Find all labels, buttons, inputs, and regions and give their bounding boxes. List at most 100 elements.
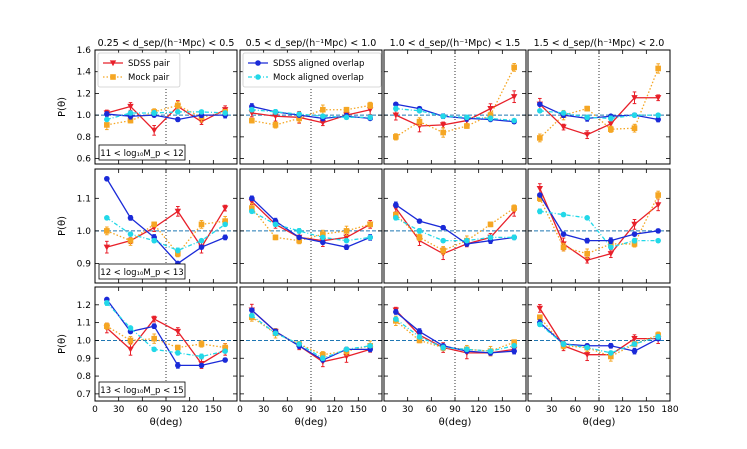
mock-pair-line	[251, 316, 371, 356]
x-tick-label: 120	[181, 405, 198, 415]
x-tick-label: 30	[258, 405, 270, 415]
sdss-pair-point	[150, 316, 158, 323]
mock-overlap-point	[104, 116, 110, 123]
sdss-pair-line	[539, 188, 659, 261]
x-tick-label: 120	[614, 405, 631, 415]
mock-pair-point	[320, 106, 326, 113]
mock-overlap-point	[464, 114, 470, 121]
sdss-pair-point	[583, 257, 591, 264]
y-tick-label: 1.1	[77, 194, 91, 204]
mock-pair-point	[104, 122, 110, 128]
x-tick-label: 150	[350, 405, 367, 415]
sdss-overlap-point	[222, 234, 228, 241]
mock-pair-point	[320, 351, 326, 358]
mock-overlap-point	[655, 112, 661, 118]
mock-overlap-line	[251, 109, 371, 118]
legend-label: SDSS aligned overlap	[273, 59, 364, 69]
mock-pair-point	[608, 353, 614, 360]
mock-overlap-point	[511, 234, 517, 241]
mock-overlap-point	[487, 115, 494, 122]
mock-overlap-point	[127, 231, 134, 237]
sdss-pair-point	[631, 336, 638, 342]
column-title: 0.5 < d_sep/(h⁻¹Mpc) < 1.0	[246, 38, 377, 49]
mock-overlap-point	[272, 330, 279, 337]
mock-overlap-point	[249, 312, 255, 319]
mock-pair-point	[511, 339, 517, 346]
mock-overlap-point	[537, 208, 543, 215]
panel-r3-c1: 0.7 0.8 0.9 1.0 1.1 1.2 0 30 60 90 120 150 θ(deg) 13 …	[77, 286, 238, 428]
legend-frame	[242, 52, 382, 88]
sdss-pair-point	[654, 202, 662, 209]
mock-overlap-point	[320, 355, 326, 362]
sdss-overlap-point	[198, 362, 205, 369]
y-axis-label: P(θ)	[57, 334, 68, 354]
x-tick-label: 60	[570, 405, 582, 415]
sdss-pair-line	[395, 309, 515, 354]
mock-overlap-point	[416, 228, 423, 234]
sdss-overlap-point	[440, 224, 446, 231]
x-tick-label: 150	[205, 405, 222, 415]
legend-label: Mock pair	[128, 73, 170, 83]
mock-overlap-point	[487, 348, 494, 354]
sdss-pair-point	[583, 132, 591, 138]
mock-pair-point	[537, 314, 543, 321]
sdss-overlap-point	[104, 111, 110, 117]
mock-overlap-line	[539, 110, 659, 120]
y-tick-label: 1.4	[77, 68, 92, 78]
y-tick-label: 1.2	[77, 301, 91, 311]
panel-r2-c3	[383, 168, 527, 284]
mock-pair-line	[251, 207, 371, 242]
sdss-overlap-point	[175, 362, 181, 369]
y-tick-label: 0.9	[77, 259, 92, 269]
mock-overlap-point	[151, 346, 157, 353]
mock-overlap-point	[151, 237, 157, 244]
mock-overlap-point	[416, 108, 423, 114]
mock-pair-point	[175, 344, 181, 351]
mock-overlap-line	[539, 210, 659, 248]
mock-pair-point	[631, 241, 638, 247]
panel-r1-c1: 0.6 0.8 1.0 1.2 1.4 1.6 0.25 < d_sep/(h⁻¹Mpc) …	[77, 38, 238, 165]
mock-overlap-point	[343, 346, 350, 353]
mock-overlap-point	[175, 109, 181, 115]
mock-pair-point	[151, 335, 157, 342]
sdss-overlap-point	[296, 234, 302, 241]
mock-pair-point	[537, 135, 543, 141]
mock-overlap-point	[464, 346, 470, 353]
mock-pair-point	[537, 195, 543, 202]
mock-pair-point	[584, 250, 590, 257]
mock-pair-point	[296, 237, 302, 244]
mock-overlap-point	[320, 234, 326, 241]
mock-overlap-point	[198, 109, 205, 115]
x-tick-label: 30	[113, 405, 125, 415]
mock-overlap-point	[104, 300, 110, 306]
mock-overlap-point	[608, 350, 614, 356]
x-tick-label: 120	[470, 405, 487, 415]
mock-overlap-point	[511, 117, 517, 124]
mock-overlap-point	[440, 344, 446, 351]
legend-marker	[255, 74, 261, 80]
mock-overlap-point	[393, 316, 399, 322]
mock-pair-point	[584, 105, 590, 112]
y-tick-label: 1.0	[77, 336, 92, 346]
mock-pair-line	[539, 68, 659, 139]
mock-pair-point	[343, 228, 350, 234]
sdss-overlap-line	[539, 322, 659, 352]
mock-pair-point	[198, 221, 205, 228]
mock-pair-point	[222, 218, 228, 224]
sdss-overlap-line	[395, 103, 515, 123]
mock-pair-point	[343, 106, 350, 113]
sdss-pair-point	[487, 106, 494, 112]
mock-pair-line	[106, 325, 226, 349]
mock-overlap-point	[584, 215, 590, 221]
mock-pair-point	[198, 341, 205, 347]
mock-pair-point	[104, 228, 110, 234]
mock-overlap-point	[343, 114, 350, 121]
mock-overlap-point	[249, 106, 255, 113]
mock-pair-point	[249, 205, 255, 211]
mock-pair-point	[367, 102, 373, 109]
mock-overlap-point	[272, 109, 279, 115]
legend-pairs: SDSS pair Mock pair	[97, 52, 181, 88]
mock-pair-point	[296, 115, 302, 122]
mock-pair-line	[106, 220, 226, 255]
